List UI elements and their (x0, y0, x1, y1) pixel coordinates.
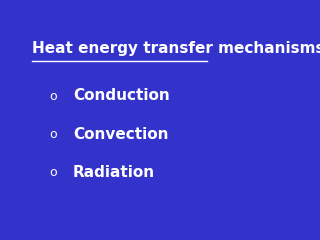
Text: Heat energy transfer mechanisms: Heat energy transfer mechanisms (32, 41, 320, 55)
Text: Radiation: Radiation (73, 165, 155, 180)
Text: o: o (50, 166, 57, 179)
Text: Convection: Convection (73, 127, 168, 142)
Text: o: o (50, 90, 57, 102)
Text: o: o (50, 128, 57, 141)
Text: Conduction: Conduction (73, 89, 170, 103)
